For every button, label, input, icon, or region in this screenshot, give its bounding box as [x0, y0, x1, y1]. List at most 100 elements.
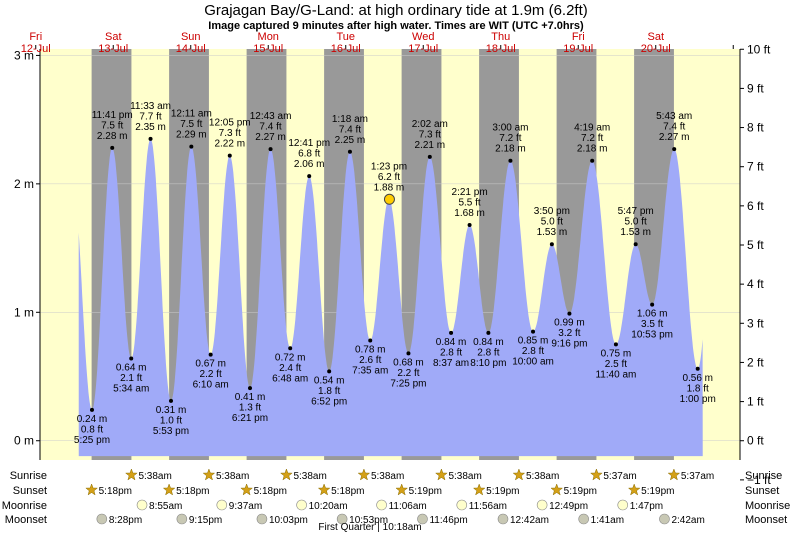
extremum-label: 6:10 am	[193, 380, 229, 391]
extremum-label: 1:18 am	[332, 114, 368, 125]
extremum-point	[189, 144, 194, 149]
sun-icon	[590, 468, 603, 481]
sun-icon	[550, 483, 564, 496]
extremum-point	[168, 398, 173, 403]
sunrise-time: 5:38am	[293, 471, 326, 482]
extremum-label: 2.5 ft	[605, 359, 627, 370]
extremum-label: 0.8 ft	[81, 424, 103, 435]
moonset-time: 1:41am	[591, 515, 624, 526]
extremum-label: 0.31 m	[156, 405, 187, 416]
extremum-label: 1.06 m	[637, 309, 668, 320]
extremum-label: 0.68 m	[393, 357, 424, 368]
extremum-point	[406, 351, 411, 356]
extremum-point	[613, 342, 618, 347]
extremum-point	[288, 346, 293, 351]
extremum-label: 11:41 pm	[92, 110, 133, 121]
moon-icon	[417, 513, 428, 525]
moonset-time: 10:03pm	[269, 515, 308, 526]
extremum-label: 0.84 m	[436, 337, 467, 348]
day-name: Sun	[181, 31, 201, 43]
extremum-label: 1.0 ft	[160, 415, 182, 426]
extremum-label: 2.22 m	[214, 139, 245, 150]
day-date: 20-Jul	[641, 43, 671, 55]
sunset-time: 5:19pm	[564, 486, 597, 497]
sunrise-row-label-left: Sunrise	[10, 470, 47, 482]
extremum-label: 6.2 ft	[378, 172, 400, 183]
y-tick-label-ft: 3 ft	[747, 316, 764, 330]
moonrise-time: 1:47pm	[630, 501, 663, 512]
sun-icon	[627, 483, 641, 496]
day-date: 15-Jul	[253, 43, 283, 55]
extremum-label: 0.67 m	[195, 359, 226, 370]
extremum-point	[427, 154, 432, 159]
astronomy-rows: Sunrise Sunrise 5:38am 5:38am 5:38am 5:38am 5:…	[2, 468, 790, 526]
y-tick-label-m: 0 m	[14, 434, 34, 448]
sunrise-time: 5:38am	[216, 471, 249, 482]
extremum-label: 0.85 m	[518, 336, 549, 347]
extremum-label: 10:53 pm	[631, 330, 673, 341]
extremum-label: 8:37 am	[433, 358, 469, 369]
extremum-label: 7.4 ft	[339, 124, 361, 135]
day-date: 17-Jul	[408, 43, 438, 55]
sunset-row-label-right: Sunset	[745, 485, 779, 497]
extremum-label: 1.53 m	[620, 227, 651, 238]
extremum-label: 2.1 ft	[120, 373, 142, 384]
y-tick-label-m: 1 m	[14, 305, 34, 319]
day-name: Sat	[105, 31, 122, 43]
extremum-label: 1:23 pm	[371, 161, 407, 172]
y-tick-label-m: 2 m	[14, 177, 34, 191]
extremum-label: 1.8 ft	[687, 383, 709, 394]
moon-icon	[336, 513, 348, 525]
extremum-label: 0.41 m	[235, 392, 266, 403]
extremum-point	[208, 352, 213, 357]
y-tick-label-ft: 5 ft	[747, 238, 764, 252]
extremum-label: 8:10 pm	[470, 358, 506, 369]
extremum-label: 5.5 ft	[458, 197, 480, 208]
tide-area-fill	[78, 138, 703, 457]
extremum-label: 7.4 ft	[663, 122, 685, 133]
extremum-label: 3.2 ft	[558, 328, 580, 339]
extremum-label: 2.2 ft	[397, 368, 419, 379]
sun-icon	[317, 483, 331, 496]
day-name: Sat	[647, 31, 664, 43]
extremum-label: 7.7 ft	[139, 111, 161, 122]
extremum-label: 5:25 pm	[74, 435, 110, 446]
extremum-point	[549, 242, 554, 247]
extremum-label: 2.28 m	[97, 131, 128, 142]
extremum-label: 2:02 am	[412, 119, 448, 130]
moonset-time: 2:42am	[671, 515, 704, 526]
extremum-point	[672, 147, 677, 152]
extremum-label: 7.3 ft	[219, 128, 241, 139]
moon-icon	[256, 513, 268, 525]
extremum-point	[347, 149, 352, 154]
moonrise-time: 11:06am	[389, 501, 427, 512]
extremum-point	[327, 369, 332, 374]
moonrise-time: 12:49pm	[549, 501, 588, 512]
extremum-label: 2.18 m	[577, 144, 608, 155]
day-name: Thu	[491, 31, 510, 43]
sun-icon	[240, 483, 253, 496]
extremum-label: 7:35 am	[352, 366, 388, 377]
extremum-label: 2.8 ft	[522, 346, 544, 357]
day-name: Tue	[336, 31, 355, 43]
extremum-point	[508, 158, 513, 163]
extremum-point	[467, 222, 472, 227]
extremum-label: 12:43 am	[250, 111, 292, 122]
extremum-label: 6:52 pm	[311, 396, 347, 407]
extremum-label: 6.8 ft	[298, 149, 320, 160]
extremum-label: 1.53 m	[537, 227, 568, 238]
extremum-label: 0.24 m	[77, 414, 108, 425]
extremum-label: 3:50 pm	[534, 206, 570, 217]
chart-subtitle: Image captured 9 minutes after high wate…	[208, 20, 584, 32]
extremum-point	[650, 302, 655, 307]
extremum-label: 1.88 m	[374, 182, 405, 193]
moonset-time: 8:28pm	[109, 515, 142, 526]
y-tick-label-ft: 1 ft	[747, 395, 764, 409]
extremum-point	[268, 147, 273, 152]
extremum-label: 2.27 m	[659, 132, 690, 143]
extremum-point	[368, 338, 373, 343]
current-tide-marker	[383, 193, 395, 205]
day-labels: Fri12-JulSat13-JulSun14-JulMon15-JulTue1…	[21, 31, 671, 55]
sunrise-row-label-right: Sunrise	[745, 470, 782, 482]
